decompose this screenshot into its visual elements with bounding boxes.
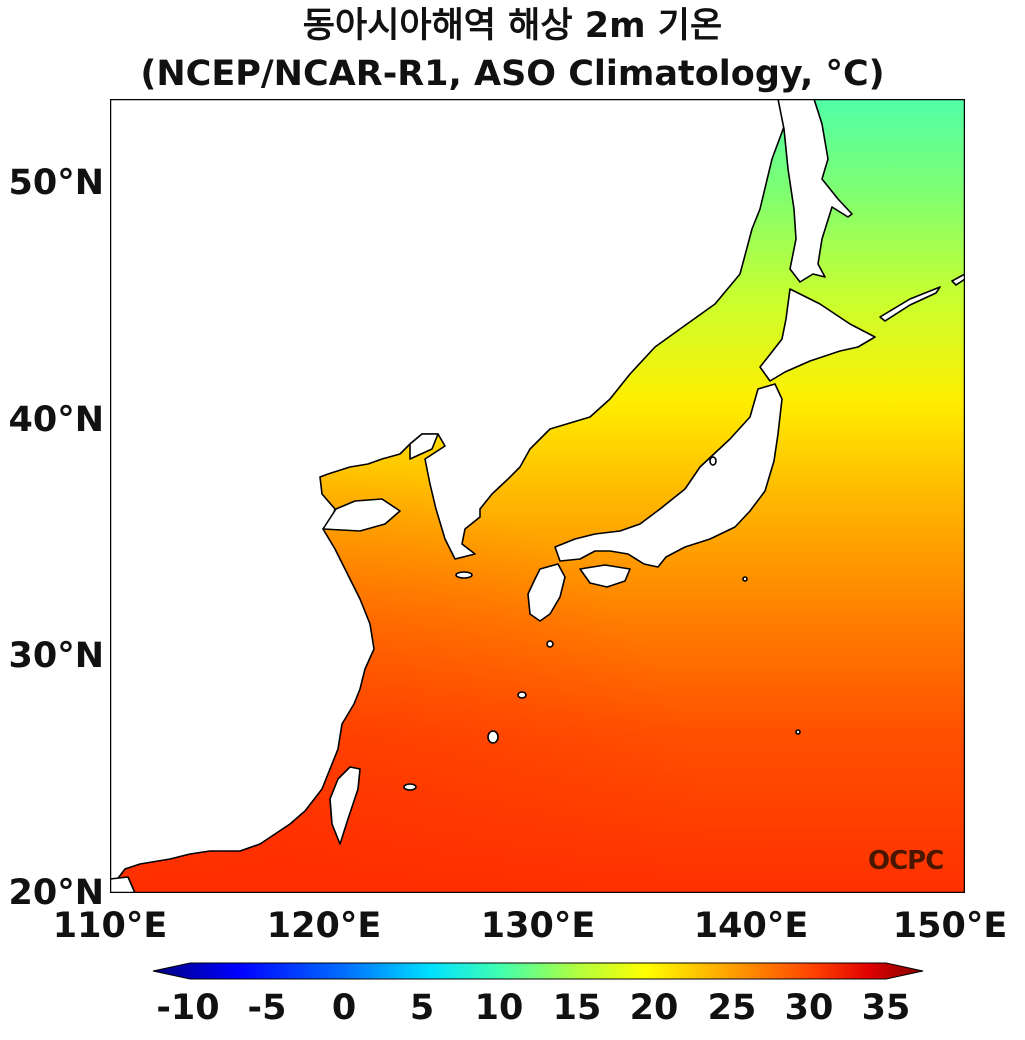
land-islet-3: [742, 576, 748, 582]
colorbar: [152, 962, 924, 980]
land-amami: [517, 691, 527, 699]
land-islet-1: [403, 783, 417, 791]
colorbar-scale: [152, 962, 924, 980]
lat-label-20n: 20°N: [8, 873, 105, 913]
land-mainland: [110, 99, 786, 890]
land-liaodong: [409, 433, 439, 460]
colorbar-label: 30: [784, 988, 834, 1028]
land-islet-5: [709, 456, 717, 466]
lon-label-150e: 150°E: [892, 906, 1008, 946]
colorbar-label: -10: [156, 988, 220, 1028]
land-hainan: [110, 876, 136, 893]
land-jeju: [455, 571, 473, 579]
temperature-map: [110, 99, 965, 893]
land-islet-2: [546, 640, 554, 648]
colorbar-label: 0: [331, 988, 357, 1028]
lat-label-40n: 40°N: [8, 400, 105, 440]
land-islet-4: [795, 729, 801, 735]
lon-label-110e: 110°E: [52, 906, 168, 946]
land-sakhalin: [777, 99, 853, 283]
colorbar-label: 20: [629, 988, 679, 1028]
land-okinawa: [487, 730, 499, 744]
land-kurils: [879, 286, 941, 322]
map-subtitle: (NCEP/NCAR-R1, ASO Climatology, °C): [140, 54, 885, 94]
colorbar-label: 35: [861, 988, 911, 1028]
lon-label-120e: 120°E: [266, 906, 382, 946]
lat-label-50n: 50°N: [8, 163, 105, 203]
map-border: [110, 99, 965, 893]
land-kurils-north: [951, 273, 965, 286]
map-title: 동아시아해역 해상 2m 기온: [302, 6, 723, 46]
land-taiwan: [329, 766, 361, 845]
lon-label-140e: 140°E: [693, 906, 809, 946]
land-shikoku: [579, 564, 631, 588]
lat-label-30n: 30°N: [8, 636, 105, 676]
lon-label-130e: 130°E: [480, 906, 596, 946]
land-kyushu: [527, 563, 566, 622]
ocpc-logo: OCPC: [868, 846, 944, 876]
land-shandong: [322, 498, 401, 532]
colorbar-label: 5: [409, 988, 435, 1028]
colorbar-label: 10: [474, 988, 524, 1028]
land-honshu: [554, 383, 783, 568]
land-hokkaido: [759, 288, 876, 382]
colorbar-label: -5: [247, 988, 287, 1028]
colorbar-label: 25: [707, 988, 757, 1028]
colorbar-label: 15: [552, 988, 602, 1028]
